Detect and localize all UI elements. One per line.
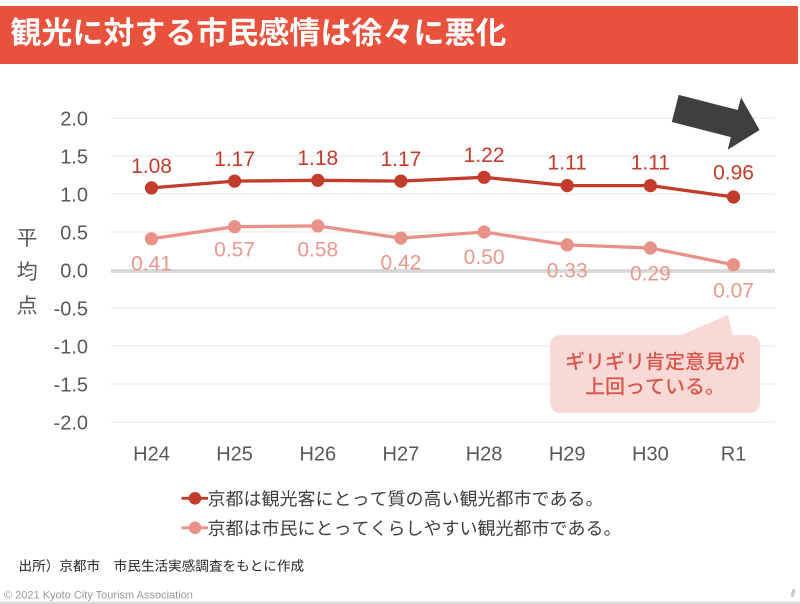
svg-text:0.96: 0.96 (713, 161, 754, 184)
svg-text:0.0: 0.0 (60, 260, 88, 282)
svg-text:H29: H29 (549, 444, 586, 466)
svg-text:H26: H26 (299, 444, 336, 466)
svg-text:-2.0: -2.0 (54, 412, 88, 434)
svg-text:R1: R1 (721, 444, 747, 466)
svg-text:0.07: 0.07 (713, 279, 754, 302)
svg-text:H30: H30 (632, 444, 669, 466)
svg-text:1.17: 1.17 (380, 148, 421, 171)
svg-text:1.11: 1.11 (631, 151, 670, 174)
svg-text:1.5: 1.5 (60, 146, 88, 168)
svg-text:0.29: 0.29 (630, 262, 671, 285)
svg-text:0.50: 0.50 (464, 246, 505, 269)
svg-text:H27: H27 (383, 444, 420, 466)
svg-text:0.41: 0.41 (131, 252, 172, 275)
svg-text:1.18: 1.18 (297, 147, 338, 170)
svg-text:1.08: 1.08 (131, 155, 172, 178)
svg-text:H25: H25 (216, 444, 253, 466)
svg-text:0.5: 0.5 (60, 222, 88, 244)
svg-text:0.33: 0.33 (547, 259, 588, 282)
svg-text:© 2021 Kyoto City Tourism Asso: © 2021 Kyoto City Tourism Association (4, 590, 193, 602)
svg-text:1.22: 1.22 (464, 144, 505, 167)
svg-text:0.42: 0.42 (380, 251, 421, 274)
svg-text:-1.5: -1.5 (54, 374, 88, 396)
svg-text:2.0: 2.0 (60, 108, 88, 130)
svg-text:1.11: 1.11 (548, 151, 587, 174)
svg-text:-1.0: -1.0 (54, 336, 88, 358)
svg-text:1.17: 1.17 (214, 148, 255, 171)
svg-text:H24: H24 (133, 444, 170, 466)
svg-text:0.57: 0.57 (214, 238, 255, 261)
svg-text:-0.5: -0.5 (54, 298, 88, 320)
svg-text:H28: H28 (466, 444, 503, 466)
svg-text:0.58: 0.58 (297, 238, 338, 261)
svg-text:1.0: 1.0 (60, 184, 88, 206)
